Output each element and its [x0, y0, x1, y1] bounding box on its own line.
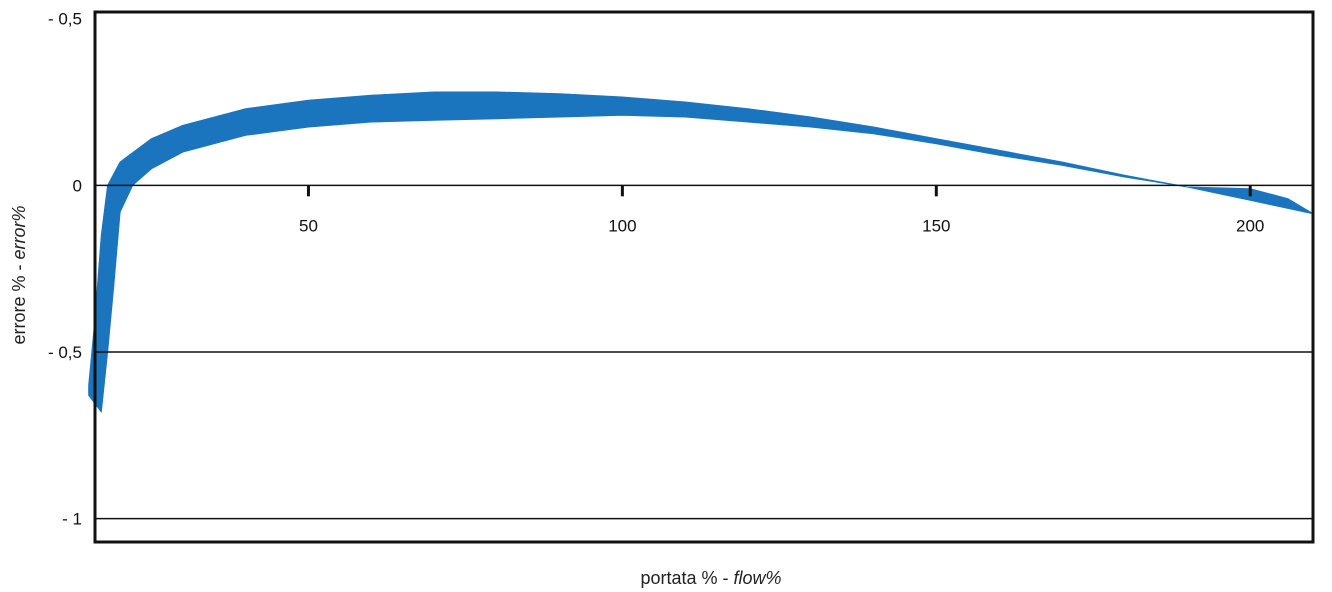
x-axis-title-italic: flow% — [734, 568, 782, 588]
y-axis-title: errore % - error% — [9, 205, 29, 344]
y-axis-title-main: errore % - — [9, 259, 29, 344]
y-tick-label: - 0,5 — [48, 10, 82, 29]
x-axis-title: portata % - flow% — [640, 568, 781, 588]
error-band-0 — [88, 91, 1314, 413]
x-tick-label: 150 — [922, 216, 950, 235]
y-tick-label: - 0,5 — [48, 343, 82, 362]
x-axis-title-main: portata % - — [640, 568, 733, 588]
plot-frame — [93, 10, 1315, 544]
y-axis-title-italic: error% — [9, 205, 29, 259]
y-tick-label: 0 — [73, 176, 82, 195]
x-tick-label: 50 — [299, 216, 318, 235]
y-tick-label: - 1 — [62, 510, 82, 529]
x-tick-label: 100 — [608, 216, 636, 235]
x-tick-label: 200 — [1236, 216, 1264, 235]
